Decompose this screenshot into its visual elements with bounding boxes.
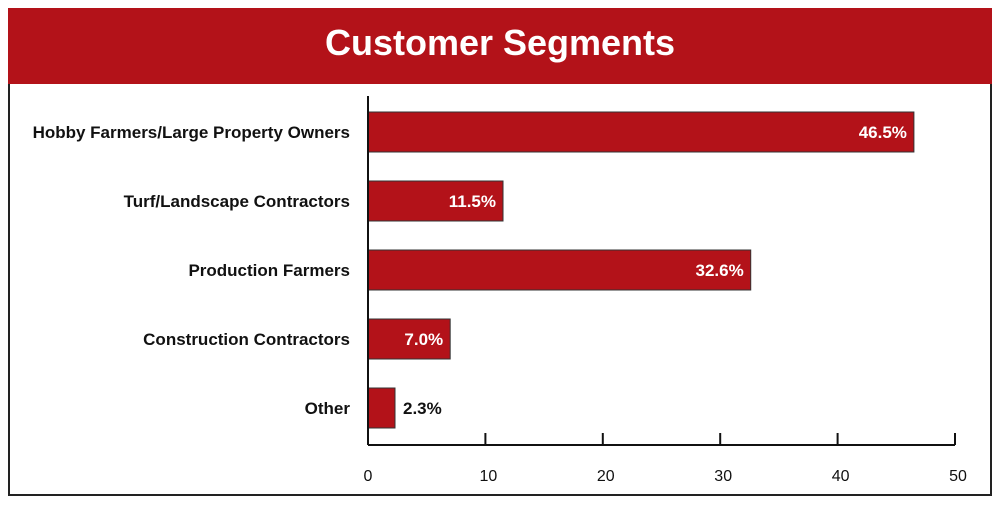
category-label: Turf/Landscape Contractors bbox=[124, 192, 350, 211]
bar bbox=[367, 318, 451, 360]
chart-title: Customer Segments bbox=[324, 22, 676, 63]
x-tick-label: 20 bbox=[597, 468, 615, 485]
bar bbox=[367, 249, 752, 291]
category-label: Construction Contractors bbox=[143, 330, 350, 349]
chart-frame bbox=[8, 84, 992, 496]
data-label: 2.3% bbox=[403, 399, 442, 418]
x-tick-label: 40 bbox=[832, 468, 850, 485]
bar bbox=[367, 111, 915, 153]
x-tick-label: 50 bbox=[949, 468, 967, 485]
x-tick-label: 30 bbox=[714, 468, 732, 485]
x-tick-label: 10 bbox=[480, 468, 498, 485]
category-label: Other bbox=[305, 399, 351, 418]
data-label: 11.5% bbox=[449, 192, 496, 211]
data-label: 7.0% bbox=[404, 330, 443, 349]
data-label: 32.6% bbox=[696, 261, 744, 280]
bar bbox=[367, 387, 396, 429]
chart-header: Customer Segments bbox=[8, 8, 992, 84]
category-label: Production Farmers bbox=[188, 261, 350, 280]
data-label: 46.5% bbox=[859, 123, 907, 142]
x-tick-label: 0 bbox=[364, 468, 373, 485]
category-label: Hobby Farmers/Large Property Owners bbox=[33, 123, 350, 142]
